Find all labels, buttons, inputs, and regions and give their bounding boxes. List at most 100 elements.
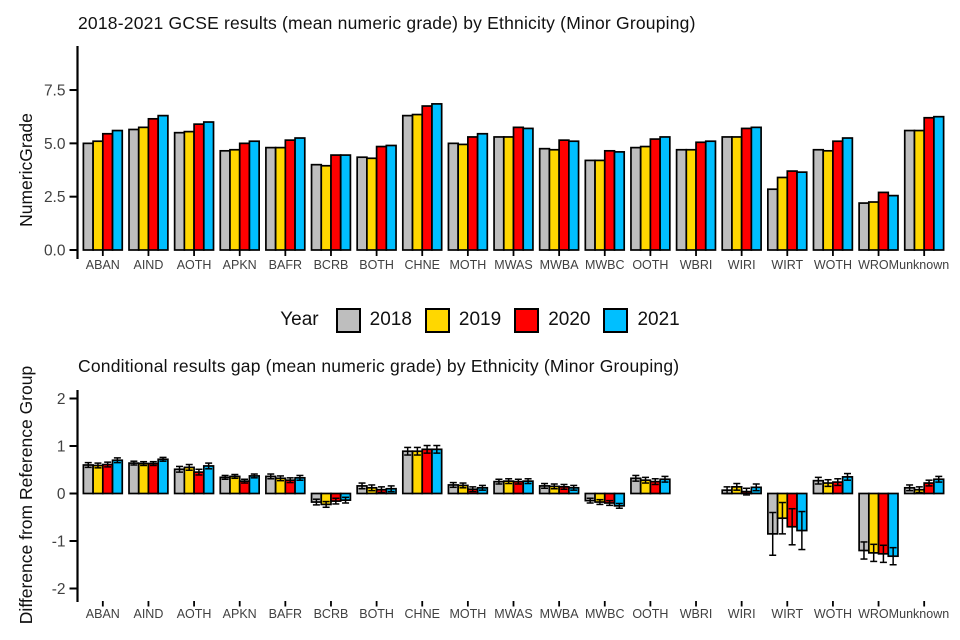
bar-WROM-2020 xyxy=(877,191,890,251)
x-tick-label: WIRI xyxy=(728,258,756,272)
x-tick-label: BOTH xyxy=(359,607,394,621)
legend-swatch-2020 xyxy=(514,307,540,333)
bar-APKN-2018 xyxy=(219,149,231,251)
bar-MOTH-2021 xyxy=(476,132,489,251)
x-tick-label: WIRI xyxy=(728,607,756,621)
y-tick-label: 1 xyxy=(57,439,66,456)
bar-CHNE-2020 xyxy=(421,448,433,495)
bar-AIND-2020 xyxy=(147,462,160,495)
bar-WOTH-2019 xyxy=(822,149,834,251)
bar-CHNE-2019 xyxy=(411,113,424,251)
x-tick-label: MWBA xyxy=(540,258,580,272)
bar-ABAN-2020 xyxy=(101,132,114,251)
x-tick-label: APKN xyxy=(223,607,257,621)
legend-label-2020: 2020 xyxy=(548,309,591,330)
bar-WIRI-2021 xyxy=(750,126,762,251)
x-tick-label: WOTH xyxy=(814,258,852,272)
y-tick-label: 2.5 xyxy=(44,189,66,206)
y-tick-label: 2 xyxy=(57,391,66,408)
x-tick-label: MOTH xyxy=(449,258,486,272)
bar-WIRI-2019 xyxy=(731,136,743,251)
bar-AIND-2019 xyxy=(137,126,150,251)
bar-BCRB-2021 xyxy=(339,154,352,251)
year-legend: Year 2018 2019 2020 2021 xyxy=(0,302,960,338)
x-tick-label: AIND xyxy=(134,607,164,621)
bar-MWBA-2021 xyxy=(568,140,580,251)
x-tick-label: MWBA xyxy=(540,607,580,621)
x-tick-label: MWAS xyxy=(494,607,532,621)
bar-MWBC-2020 xyxy=(603,149,616,251)
bar-WROM-2019 xyxy=(867,201,880,251)
bar-WIRT-2021 xyxy=(796,171,808,251)
bar-ABAN-2020 xyxy=(101,463,114,495)
bar-MWBA-2018 xyxy=(538,147,551,251)
bar-BCRB-2019 xyxy=(320,164,332,251)
x-tick-label: APKN xyxy=(223,258,257,272)
legend-swatch-2018 xyxy=(335,307,361,333)
x-tick-label: unknown xyxy=(899,258,949,272)
y-tick-label: 7.5 xyxy=(44,83,66,100)
bar-AIND-2021 xyxy=(157,114,169,251)
x-tick-label: ABAN xyxy=(86,258,120,272)
x-tick-label: ABAN xyxy=(86,607,120,621)
x-tick-label: BAFR xyxy=(269,258,302,272)
x-tick-label: WBRI xyxy=(680,258,713,272)
legend-label-2018: 2018 xyxy=(369,309,412,330)
legend-item-2019: 2019 xyxy=(424,307,502,333)
bar-ABAN-2019 xyxy=(92,140,104,251)
x-tick-label: MWAS xyxy=(494,258,532,272)
bar-BCRB-2018 xyxy=(310,163,323,251)
x-tick-label: WIRT xyxy=(771,607,803,621)
y-axis-label: Difference from Reference Group xyxy=(16,366,36,624)
bar-AOTH-2018 xyxy=(173,131,186,251)
bar-ABAN-2021 xyxy=(111,129,124,251)
bar-AOTH-2021 xyxy=(202,465,215,495)
x-tick-label: BOTH xyxy=(359,258,394,272)
bar-OOTH-2019 xyxy=(639,145,652,251)
x-tick-label: MWBC xyxy=(585,607,625,621)
bar-AOTH-2019 xyxy=(183,130,195,251)
bar-AIND-2020 xyxy=(147,117,160,251)
bar-AIND-2019 xyxy=(137,462,150,495)
bar-BAFR-2020 xyxy=(284,139,296,251)
bar-unknown-2020 xyxy=(923,116,935,251)
legend-label-2019: 2019 xyxy=(458,309,502,330)
bar-BAFR-2018 xyxy=(265,146,277,251)
x-tick-label: MWBC xyxy=(585,258,625,272)
bar-WIRI-2020 xyxy=(740,127,753,251)
bar-BAFR-2021 xyxy=(294,137,306,251)
y-tick-label: 0.0 xyxy=(44,243,66,260)
bar-OOTH-2020 xyxy=(649,138,661,251)
x-tick-label: CHNE xyxy=(405,607,440,621)
legend-item-2020: 2020 xyxy=(514,307,591,333)
bar-CHNE-2021 xyxy=(431,448,443,495)
bar-CHNE-2019 xyxy=(411,450,424,495)
bar-WOTH-2021 xyxy=(841,137,854,251)
bar-WBRI-2018 xyxy=(675,148,688,251)
x-tick-label: WBRI xyxy=(680,607,713,621)
bar-ABAN-2018 xyxy=(82,464,94,495)
bar-AOTH-2020 xyxy=(193,123,205,251)
bar-MWAS-2020 xyxy=(512,126,525,251)
bar-unknown-2018 xyxy=(903,129,916,251)
y-tick-label: 5.0 xyxy=(44,136,66,153)
bar-ABAN-2019 xyxy=(92,464,104,495)
bar-BAFR-2019 xyxy=(274,146,287,251)
top-chart-plot: 0.0 2.5 5.0 7.5 NumericGrade ABAN AIND AOTH APKN… xyxy=(16,46,949,272)
bar-MWAS-2019 xyxy=(502,136,515,251)
bar-AIND-2018 xyxy=(128,128,140,251)
bar-BOTH-2020 xyxy=(375,145,388,251)
bar-AOTH-2018 xyxy=(173,468,186,495)
x-tick-label: BCRB xyxy=(314,258,349,272)
x-tick-label: AIND xyxy=(134,258,164,272)
x-tick-label: MOTH xyxy=(449,607,486,621)
top-chart-title: 2018-2021 GCSE results (mean numeric gra… xyxy=(78,13,696,33)
y-tick-label: 0 xyxy=(57,486,66,503)
bar-MWAS-2021 xyxy=(522,127,534,251)
bar-AOTH-2019 xyxy=(183,466,195,495)
y-tick-label: -2 xyxy=(52,581,66,598)
x-tick-label: OOTH xyxy=(632,607,668,621)
bar-MWBC-2018 xyxy=(584,159,596,251)
bar-MWBA-2020 xyxy=(558,139,570,251)
